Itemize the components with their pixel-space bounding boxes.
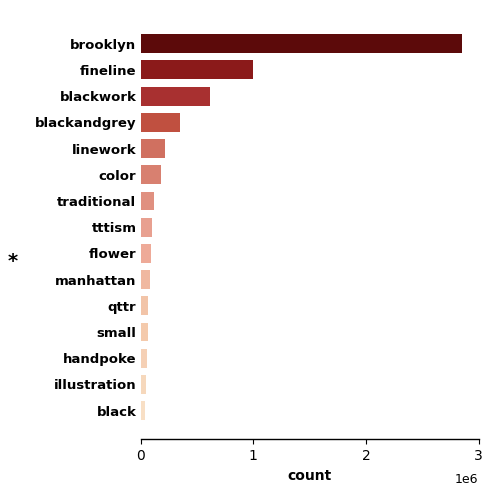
Bar — [140, 34, 462, 53]
Bar — [140, 192, 154, 210]
Bar — [140, 296, 148, 315]
Bar — [140, 218, 152, 237]
Bar — [140, 165, 161, 184]
X-axis label: count: count — [287, 469, 332, 483]
Bar — [140, 270, 149, 289]
Bar — [140, 244, 151, 263]
Bar — [140, 323, 148, 342]
Bar — [140, 401, 144, 420]
Text: *: * — [7, 252, 17, 271]
Bar — [140, 139, 165, 158]
Bar — [140, 60, 253, 79]
Text: 1e6: 1e6 — [455, 473, 479, 486]
Bar — [140, 87, 211, 106]
Bar — [140, 375, 145, 394]
Bar — [140, 349, 147, 368]
Bar — [140, 113, 180, 132]
